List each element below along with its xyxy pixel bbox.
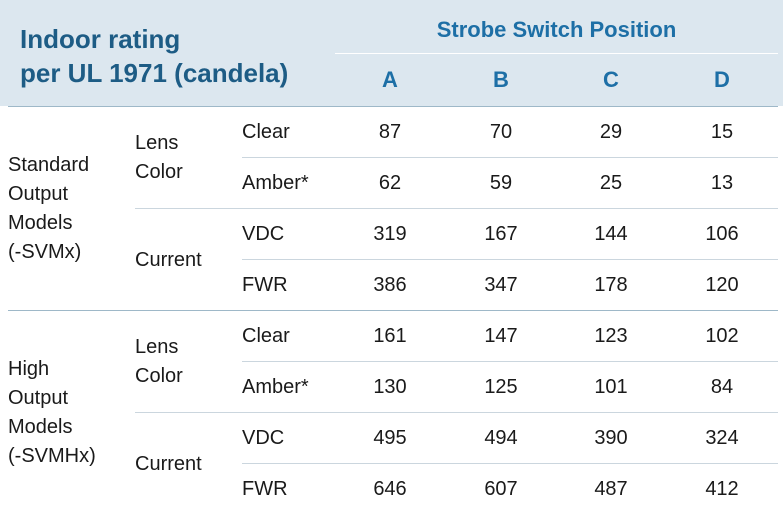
model-group-label-line: Models bbox=[8, 212, 73, 234]
strobe-switch-position-header: Strobe Switch Position bbox=[436, 17, 677, 42]
table-cell: 324 bbox=[705, 427, 739, 449]
table-cell: 62 bbox=[378, 172, 402, 194]
table-cell: 120 bbox=[705, 274, 739, 296]
table-title: Indoor rating per UL 1971 (candela) bbox=[20, 22, 288, 90]
table-cell: 125 bbox=[484, 376, 518, 398]
row-label: Clear bbox=[242, 121, 290, 143]
table-cell: 347 bbox=[484, 274, 518, 296]
table-cell: 178 bbox=[594, 274, 628, 296]
table-cell: 106 bbox=[705, 223, 739, 245]
row-divider bbox=[242, 361, 778, 362]
row-label: Amber* bbox=[242, 172, 309, 194]
table-cell: 130 bbox=[373, 376, 407, 398]
row-divider bbox=[135, 208, 778, 209]
table-cell: 70 bbox=[489, 121, 513, 143]
table-cell: 25 bbox=[599, 172, 623, 194]
table-cell: 319 bbox=[373, 223, 407, 245]
table-cell: 13 bbox=[710, 172, 734, 194]
table-cell: 123 bbox=[594, 325, 628, 347]
row-label: VDC bbox=[242, 427, 285, 449]
table-title-line: per UL 1971 (candela) bbox=[20, 58, 289, 88]
model-group-label-line: Output bbox=[8, 387, 69, 409]
row-label: FWR bbox=[242, 274, 288, 296]
subgroup-label-line: Current bbox=[135, 248, 202, 271]
column-header-c: C bbox=[603, 67, 619, 92]
subgroup-label-line: Lens bbox=[135, 132, 179, 154]
subgroup-label: Lens Color bbox=[135, 129, 183, 187]
table-cell: 494 bbox=[484, 427, 518, 449]
model-group-label-line: Standard bbox=[8, 154, 90, 176]
table-cell: 167 bbox=[484, 223, 518, 245]
table-cell: 412 bbox=[705, 478, 739, 500]
row-label: Clear bbox=[242, 325, 290, 347]
table-cell: 101 bbox=[594, 376, 628, 398]
table-cell: 386 bbox=[373, 274, 407, 296]
subgroup-label: Current bbox=[135, 450, 202, 479]
table-cell: 84 bbox=[710, 376, 734, 398]
table-cell: 390 bbox=[594, 427, 628, 449]
model-group-label-line: (-SVMx) bbox=[8, 241, 82, 263]
row-divider bbox=[135, 412, 778, 413]
subgroup-label: Lens Color bbox=[135, 333, 183, 391]
model-group-label-line: (-SVMHx) bbox=[8, 445, 96, 467]
subgroup-label: Current bbox=[135, 246, 202, 275]
subgroup-label-line: Color bbox=[135, 365, 183, 387]
model-group-label-line: Output bbox=[8, 183, 69, 205]
table-cell: 87 bbox=[378, 121, 402, 143]
model-group-label-line: High bbox=[8, 358, 50, 380]
column-header-d: D bbox=[714, 67, 730, 92]
table-cell: 607 bbox=[484, 478, 518, 500]
table-cell: 102 bbox=[705, 325, 739, 347]
table-cell: 144 bbox=[594, 223, 628, 245]
row-label: FWR bbox=[242, 478, 288, 500]
subgroup-label-line: Color bbox=[135, 161, 183, 183]
group-divider bbox=[8, 310, 778, 311]
table-cell: 59 bbox=[489, 172, 513, 194]
row-divider bbox=[242, 157, 778, 158]
row-divider bbox=[242, 259, 778, 260]
subgroup-label-line: Lens bbox=[135, 336, 179, 358]
column-header-a: A bbox=[382, 67, 398, 92]
table-cell: 29 bbox=[599, 121, 623, 143]
table-cell: 646 bbox=[373, 478, 407, 500]
table-cell: 147 bbox=[484, 325, 518, 347]
table-cell: 495 bbox=[373, 427, 407, 449]
subgroup-label-line: Current bbox=[135, 452, 202, 475]
model-group-label: Standard Output Models (-SVMx) bbox=[8, 151, 89, 267]
row-divider bbox=[242, 463, 778, 464]
table-cell: 487 bbox=[594, 478, 628, 500]
header-rule bbox=[8, 106, 778, 107]
table-title-line: Indoor rating bbox=[20, 24, 181, 54]
model-group-label: High Output Models (-SVMHx) bbox=[8, 355, 96, 471]
model-group-label-line: Models bbox=[8, 416, 73, 438]
header-divider bbox=[335, 53, 778, 54]
row-label: Amber* bbox=[242, 376, 309, 398]
table-cell: 161 bbox=[373, 325, 407, 347]
table-cell: 15 bbox=[710, 121, 734, 143]
row-label: VDC bbox=[242, 223, 285, 245]
column-header-b: B bbox=[493, 67, 509, 92]
